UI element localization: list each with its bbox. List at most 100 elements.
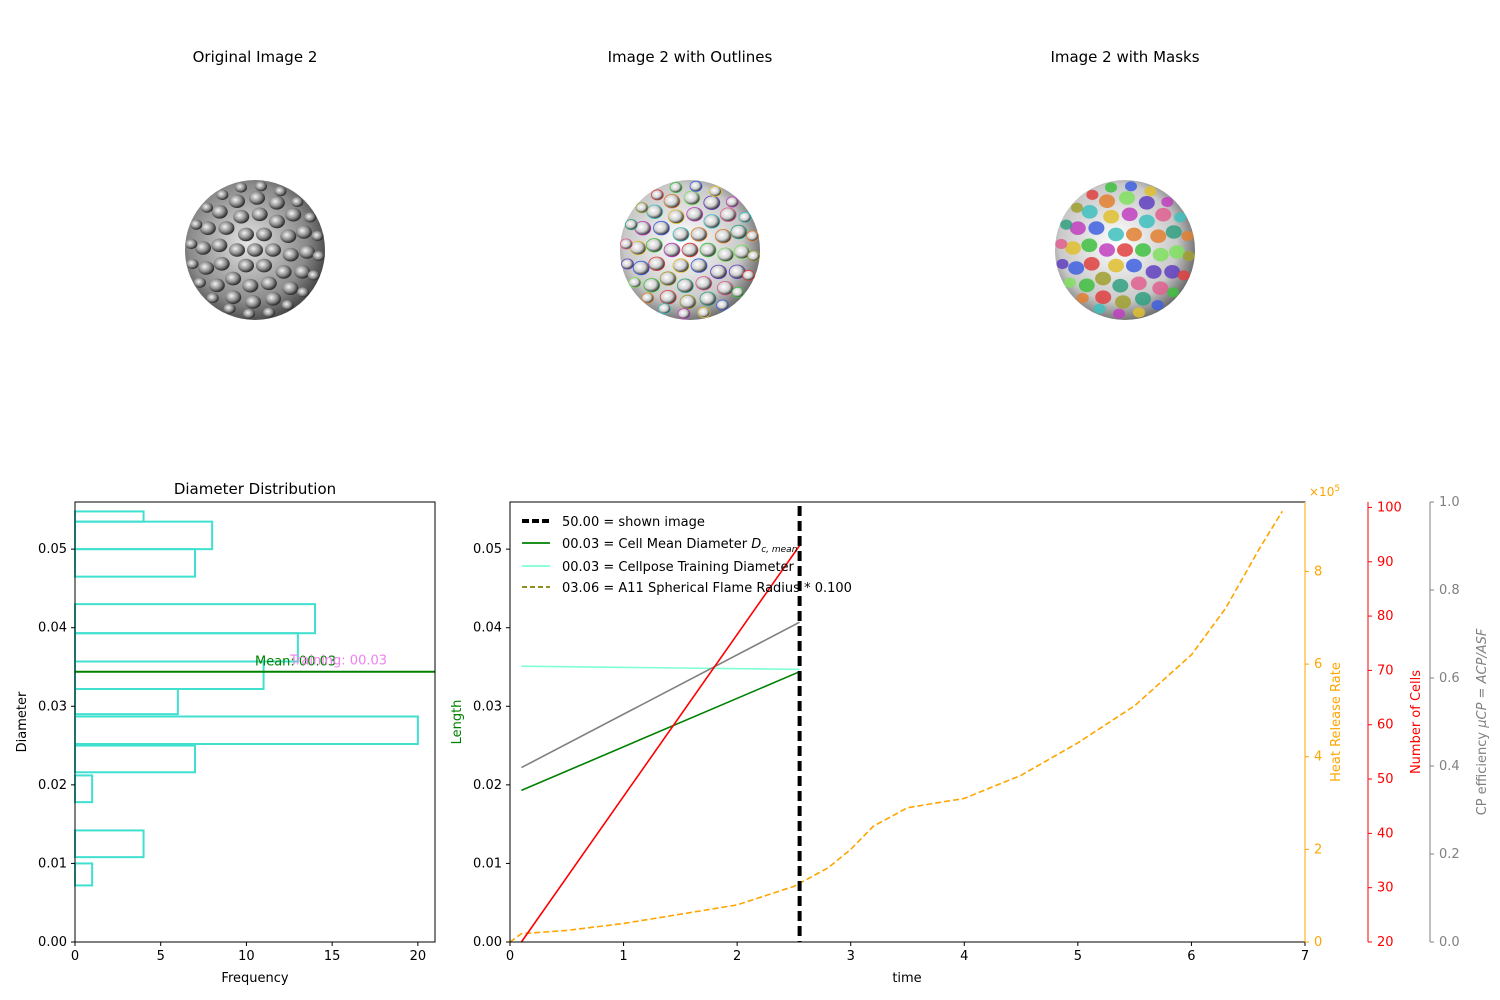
- sphere-bump: [1088, 221, 1105, 235]
- cells-tick-label: 40: [1377, 826, 1394, 841]
- histogram-bar: [74, 744, 196, 774]
- y-tick-label: 0.03: [38, 699, 67, 714]
- sphere-bump: [213, 257, 230, 271]
- sphere-bump: [714, 229, 732, 244]
- sphere-bump: [1126, 227, 1142, 242]
- ts-xlabel: time: [892, 971, 921, 986]
- sphere-bump: [195, 241, 211, 255]
- sphere-bump: [275, 265, 292, 279]
- sphere-bump: [719, 207, 737, 222]
- sphere-bump: [663, 194, 681, 209]
- sphere-bump: [1081, 205, 1098, 219]
- y-tick-label: 0.02: [38, 778, 67, 793]
- sphere-bump: [304, 212, 317, 223]
- sphere-bump: [1138, 214, 1155, 229]
- sphere-bump: [716, 280, 734, 296]
- sphere-bump: [233, 209, 250, 224]
- gray-line: [521, 621, 800, 769]
- y-tick-label: 0.05: [38, 542, 67, 557]
- sphere-bump: [1126, 258, 1142, 273]
- cells-tick-label: 100: [1377, 500, 1402, 515]
- sphere-bump: [282, 281, 299, 295]
- sphere-bump: [686, 207, 704, 222]
- number-of-cells-line: [520, 545, 801, 943]
- sphere-bump: [208, 278, 225, 293]
- sphere-bump: [1119, 191, 1135, 205]
- sphere-bump: [1121, 207, 1138, 222]
- histogram-bar: [74, 660, 265, 690]
- hist-ylabel: Diameter: [15, 691, 30, 752]
- sphere-bump: [1145, 265, 1162, 279]
- y-tick-label: 0.00: [473, 935, 502, 950]
- y-tick-label: 0.01: [38, 856, 67, 871]
- sphere-bump: [624, 219, 638, 231]
- sphere-bump: [1076, 292, 1089, 304]
- sphere-bump: [651, 189, 664, 201]
- sphere-bump: [249, 191, 265, 205]
- sphere-bump: [725, 196, 739, 208]
- x-tick-label: 0: [71, 949, 79, 964]
- sphere-bump: [746, 230, 759, 242]
- sphere-bump: [658, 303, 671, 315]
- sphere-bump: [1130, 276, 1147, 291]
- sphere-bump: [274, 186, 287, 197]
- x-tick-label: 6: [1187, 949, 1195, 964]
- sphere-bump: [659, 289, 677, 305]
- sphere-bump: [223, 303, 236, 314]
- hist-xlabel: Frequency: [221, 971, 288, 986]
- sphere-bump: [677, 308, 691, 320]
- sphere-bump: [1086, 189, 1099, 200]
- diameter-distribution-chart: Diameter Distribution Mean: 00.03 Traini…: [15, 480, 436, 986]
- sphere-bump: [703, 195, 721, 211]
- sphere-bump: [256, 258, 272, 273]
- sphere-bump: [263, 307, 275, 318]
- heat-release-multiplier: ×105: [1309, 484, 1340, 499]
- cells-tick-label: 70: [1377, 663, 1394, 678]
- sphere-bump: [1169, 245, 1185, 259]
- histogram-bar: [74, 603, 316, 635]
- sphere-bump: [648, 256, 666, 272]
- training-label: Training: 00.03: [289, 654, 387, 669]
- sphere-bump: [641, 292, 655, 304]
- sphere-bump: [243, 308, 255, 319]
- sphere-bumps-masked: [1055, 181, 1195, 319]
- sphere-bump: [251, 207, 268, 222]
- hist-title: Diameter Distribution: [174, 480, 336, 498]
- sphere-bump: [282, 247, 299, 262]
- sphere-bump: [738, 211, 752, 223]
- sphere-bump: [710, 264, 727, 280]
- x-tick-label: 5: [157, 949, 165, 964]
- cells-tick-label: 90: [1377, 555, 1394, 570]
- sphere-bump: [1177, 270, 1190, 281]
- sphere-bump: [294, 265, 311, 279]
- sphere-bump: [186, 258, 199, 270]
- sphere-bump: [201, 202, 213, 213]
- sphere-bump: [676, 278, 694, 293]
- sphere-bump: [238, 227, 254, 242]
- cells-tick-label: 80: [1377, 609, 1394, 624]
- y-tick-label: 0.02: [473, 778, 502, 793]
- sphere-bump: [1174, 212, 1187, 223]
- sphere-bump: [1152, 281, 1169, 295]
- sphere-bump: [218, 221, 235, 235]
- sphere-bump: [265, 292, 281, 306]
- sphere-bump: [659, 271, 677, 286]
- legend-item-shown-image: 50.00 = shown image: [562, 515, 705, 530]
- sphere-bump: [1151, 300, 1164, 311]
- legend-item-cell-mean-diameter: 00.03 = Cell Mean Diameter Dc, mean: [562, 537, 798, 555]
- sphere-bump: [1164, 265, 1181, 279]
- sphere-bump: [643, 278, 661, 293]
- masks-image: [1055, 180, 1195, 320]
- sphere-bump: [299, 245, 315, 259]
- cp-efficiency-tick-label: 0.4: [1439, 759, 1460, 774]
- histogram-bar: [74, 829, 145, 859]
- cells-tick-label: 30: [1377, 881, 1394, 896]
- sphere-bump: [1135, 243, 1151, 257]
- sphere-bump: [681, 242, 699, 258]
- sphere-bump: [1065, 241, 1081, 255]
- sphere-bump: [1167, 287, 1179, 298]
- sphere-bump: [1152, 247, 1169, 262]
- sphere-bump: [225, 290, 242, 304]
- sphere-bump: [646, 204, 664, 220]
